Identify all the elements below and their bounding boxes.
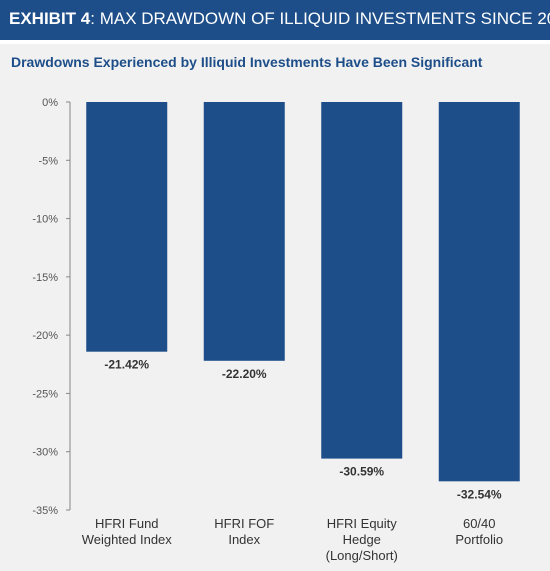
y-tick-label: -35% [32, 505, 58, 517]
category-label: Weighted Index [82, 532, 173, 547]
exhibit-header: EXHIBIT 4: MAX DRAWDOWN OF ILLIQUID INVE… [0, 0, 550, 40]
y-tick-label: -10% [32, 214, 58, 226]
y-tick-label: -15% [32, 272, 58, 284]
category-label: HFRI FOF [214, 516, 274, 531]
exhibit-number: EXHIBIT 4 [9, 9, 91, 28]
data-label: -22.20% [222, 367, 267, 381]
chart-subtitle: Drawdowns Experienced by Illiquid Invest… [11, 54, 483, 70]
category-label: Index [228, 532, 260, 547]
category-label: Hedge [343, 532, 381, 547]
category-label: (Long/Short) [326, 548, 398, 563]
y-tick-label: -20% [32, 330, 58, 342]
data-label: -30.59% [339, 465, 384, 479]
data-label: -32.54% [457, 487, 502, 501]
y-tick-label: -30% [32, 447, 58, 459]
exhibit-title: EXHIBIT 4: MAX DRAWDOWN OF ILLIQUID INVE… [9, 9, 550, 29]
bar [86, 102, 168, 352]
bar [438, 102, 520, 482]
category-label: HFRI Fund [95, 516, 159, 531]
y-tick-label: -25% [32, 388, 58, 400]
category-label: Portfolio [455, 532, 503, 547]
exhibit-title-text: : MAX DRAWDOWN OF ILLIQUID INVESTMENTS S… [90, 9, 550, 28]
y-tick-label: 0% [42, 97, 58, 109]
category-label: HFRI Equity [327, 516, 398, 531]
bar [203, 102, 285, 361]
y-tick-label: -5% [38, 155, 58, 167]
data-label: -21.42% [104, 358, 149, 372]
bar [321, 102, 403, 459]
category-label: 60/40 [463, 516, 496, 531]
